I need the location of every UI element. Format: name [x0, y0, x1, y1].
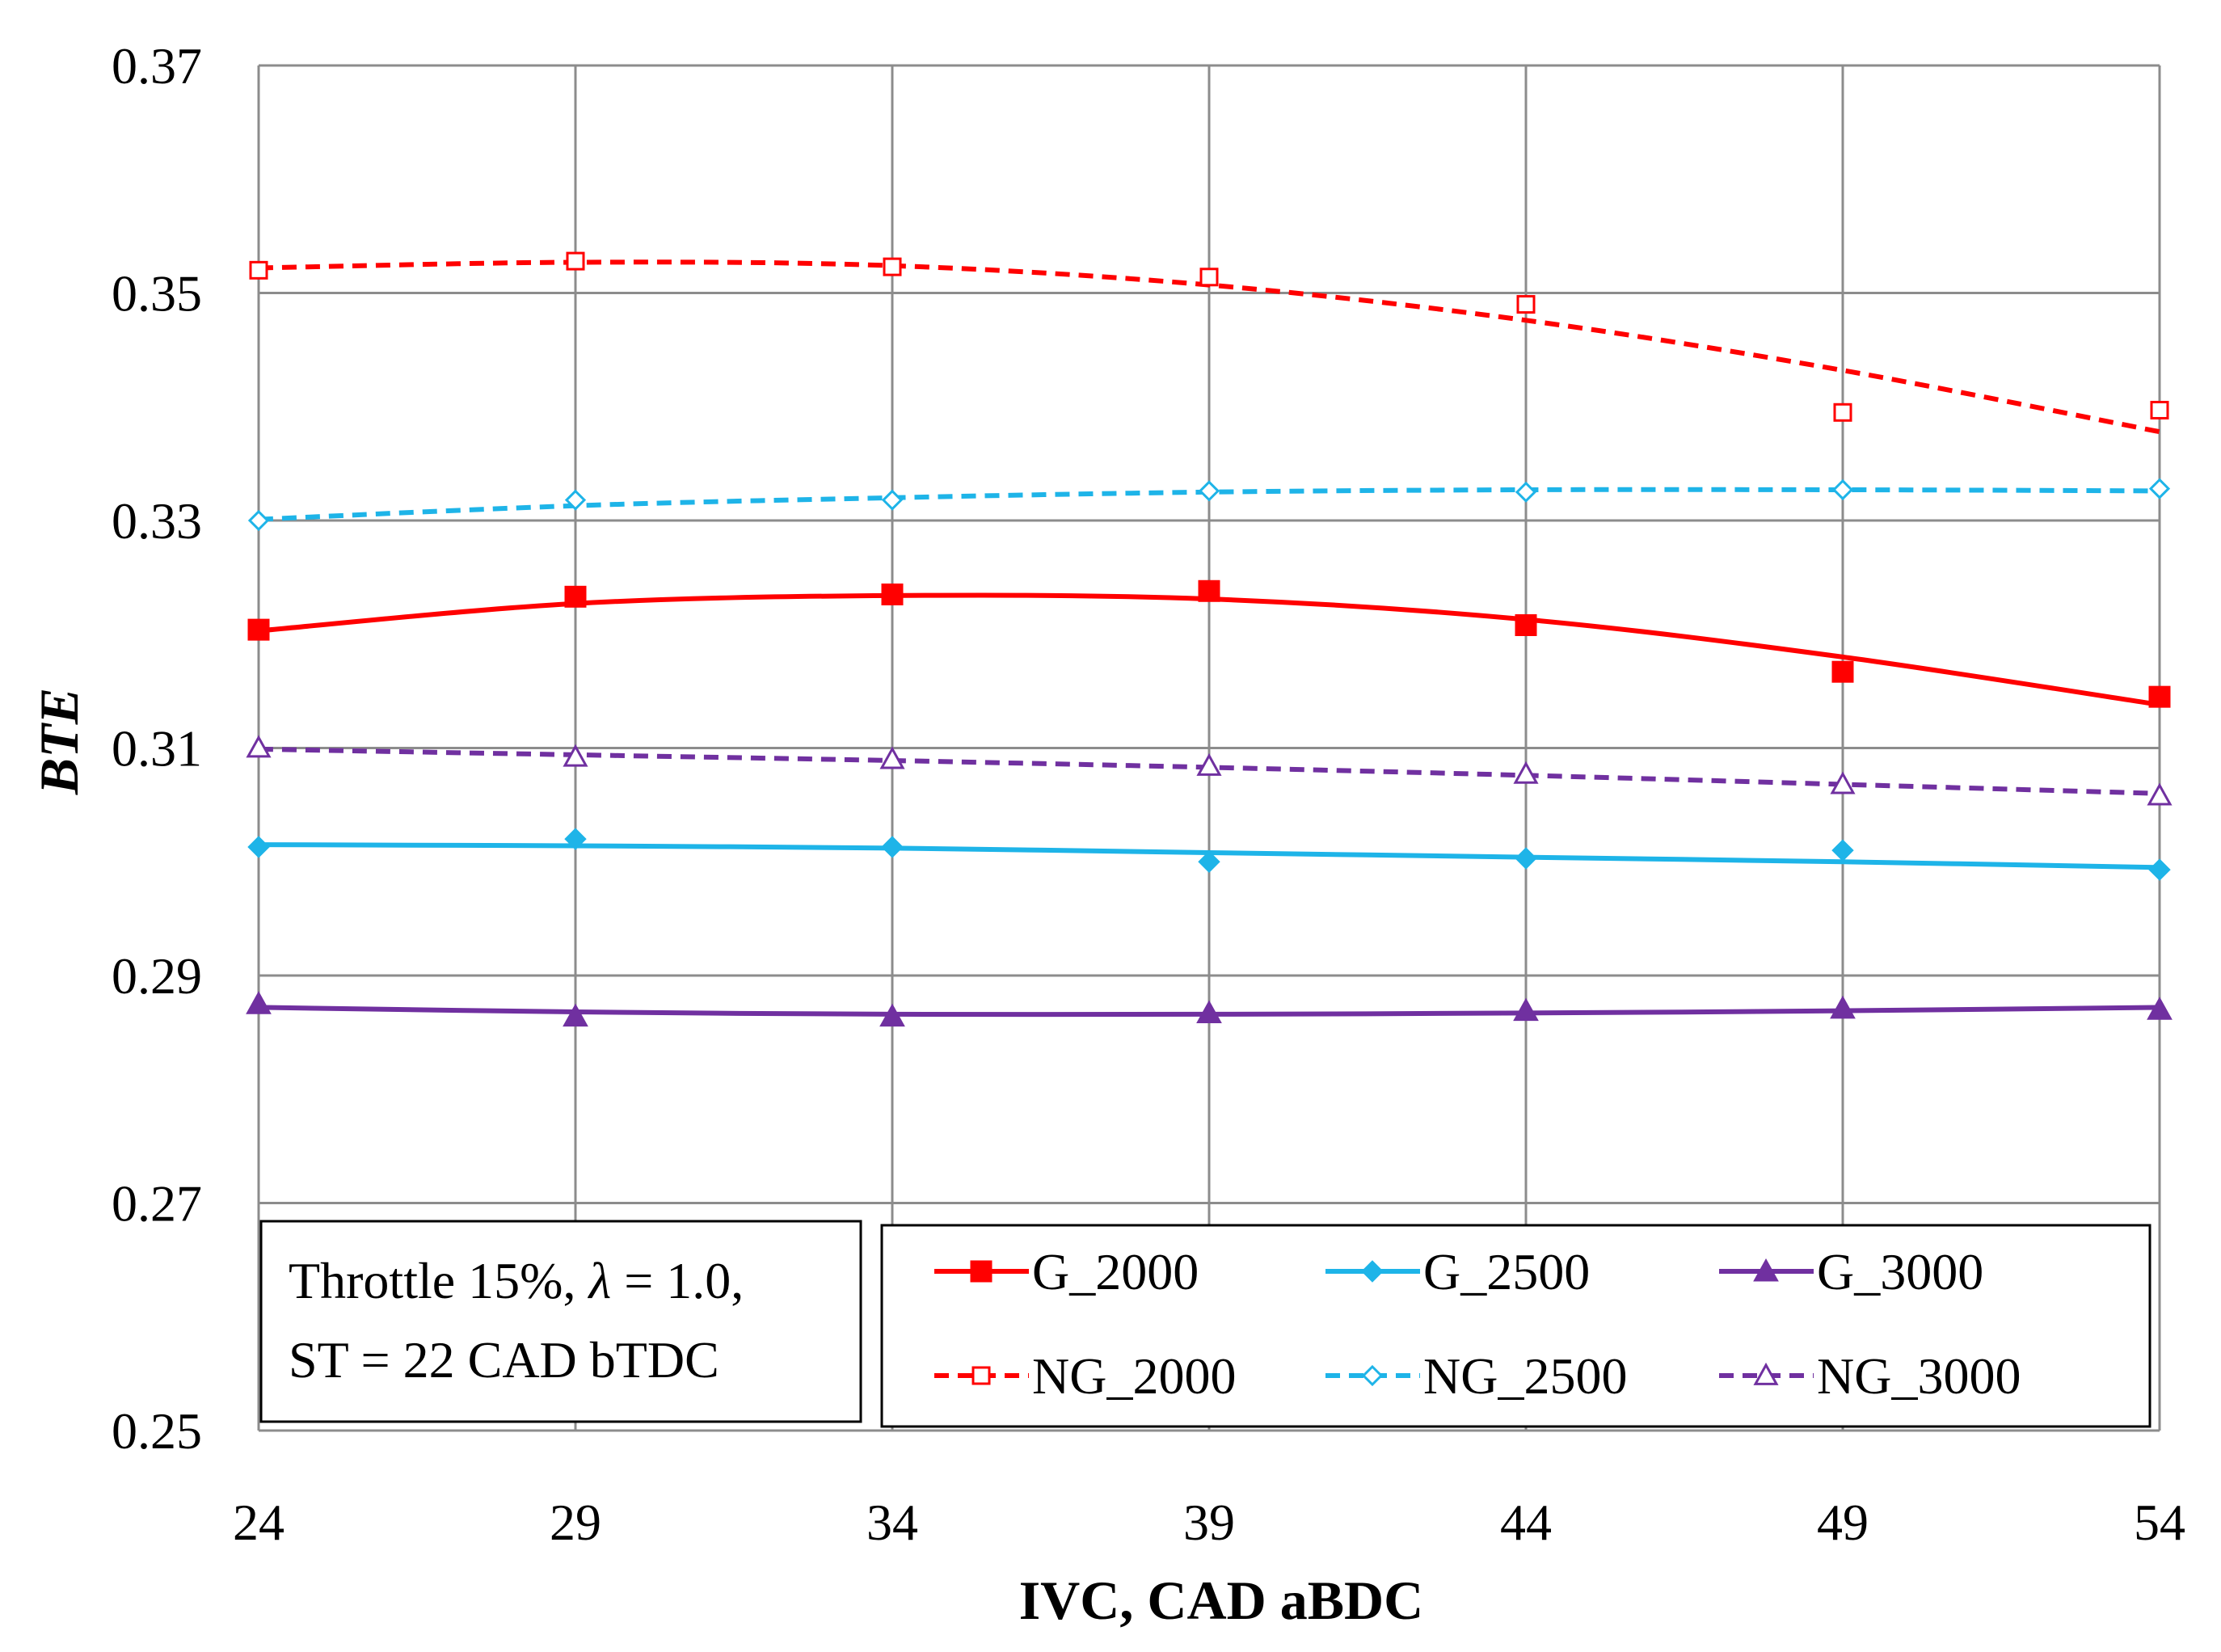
- annotation-line-2: ST = 22 CAD bTDC: [289, 1331, 719, 1389]
- data-point-g-3000: [2147, 997, 2173, 1020]
- legend: G_2000 G_2500 G_3000 NG_2000 NG_2500 NG_3000: [880, 1224, 2151, 1428]
- legend-marker-g-2500: [1361, 1260, 1384, 1283]
- data-point-g-3000: [1196, 1000, 1222, 1023]
- data-point-ng-3000: [1830, 771, 1856, 794]
- data-point-ng-2000: [1516, 295, 1536, 314]
- legend-marker-ng-3000: [1753, 1362, 1779, 1385]
- legend-item-g-2500: G_2500: [1325, 1243, 1590, 1300]
- data-point-g-2000: [881, 583, 904, 605]
- legend-item-ng-2000: NG_2000: [934, 1347, 1236, 1405]
- x-tick-label: 49: [1817, 1494, 1869, 1551]
- legend-marker-g-3000: [1753, 1258, 1779, 1282]
- annotation-box: Throttle 15%, λ = 1.0, ST = 22 CAD bTDC: [259, 1220, 862, 1423]
- y-tick-label: 0.33: [112, 492, 202, 550]
- y-tick-label: 0.31: [112, 720, 202, 778]
- data-point-g-3000: [563, 1003, 588, 1027]
- data-point-ng-2500: [2148, 478, 2171, 499]
- data-point-g-2500: [2148, 858, 2171, 881]
- annotation-frame: [259, 1220, 862, 1423]
- x-tick-label: 44: [1500, 1494, 1552, 1551]
- x-tick-label: 39: [1183, 1494, 1235, 1551]
- data-point-g-3000: [1513, 997, 1539, 1022]
- legend-item-g-2000: G_2000: [934, 1243, 1199, 1300]
- legend-label-ng-2500: NG_2500: [1423, 1347, 1627, 1405]
- data-point-ng-3000: [1513, 761, 1539, 784]
- legend-label-g-2000: G_2000: [1032, 1243, 1199, 1300]
- legend-item-ng-2500: NG_2500: [1325, 1347, 1627, 1405]
- data-point-ng-3000: [2147, 782, 2173, 806]
- series-ng-2000: [249, 251, 2169, 435]
- y-tick-label: 0.27: [112, 1175, 202, 1233]
- legend-frame: [880, 1224, 2151, 1428]
- data-point-g-2000: [247, 618, 270, 641]
- y-tick-label: 0.25: [112, 1402, 202, 1460]
- data-point-g-3000: [1830, 995, 1856, 1019]
- series-g-3000: [246, 991, 2173, 1027]
- y-tick-label: 0.37: [112, 37, 202, 95]
- y-tick-label: 0.35: [112, 265, 202, 322]
- legend-marker-ng-2500: [1361, 1364, 1384, 1387]
- data-point-g-2500: [881, 836, 904, 858]
- series-g-2500: [247, 828, 2171, 881]
- x-tick-label: 34: [866, 1494, 918, 1551]
- data-point-ng-2500: [1198, 480, 1220, 502]
- data-point-ng-2500: [247, 509, 270, 532]
- data-point-g-2500: [1515, 847, 1537, 870]
- data-point-ng-2500: [564, 489, 587, 511]
- x-axis-title: IVC, CAD aBDC: [1019, 1570, 1424, 1631]
- legend-items: G_2000 G_2500 G_3000 NG_2000 NG_2500 NG_3000: [934, 1243, 2021, 1405]
- series-layer: [246, 251, 2173, 1027]
- data-point-ng-2000: [566, 251, 585, 271]
- data-point-g-3000: [879, 1003, 905, 1027]
- legend-item-ng-3000: NG_3000: [1719, 1347, 2021, 1405]
- x-axis-ticks: 24 29 34 39 44 49 54: [233, 1494, 2185, 1551]
- data-point-ng-2000: [883, 257, 902, 276]
- data-point-g-2500: [1831, 839, 1854, 862]
- grid: [257, 64, 2161, 1432]
- data-point-g-2000: [564, 585, 587, 608]
- y-axis-title: BTE: [28, 688, 90, 795]
- y-axis-ticks: 0.25 0.27 0.29 0.31 0.33 0.35 0.37: [112, 37, 202, 1460]
- x-tick-label: 24: [233, 1494, 284, 1551]
- x-tick-label: 54: [2134, 1494, 2185, 1551]
- data-point-g-2500: [247, 836, 270, 858]
- annotation-line-1: Throttle 15%, λ = 1.0,: [289, 1252, 744, 1309]
- data-point-g-2500: [564, 828, 587, 850]
- data-point-ng-3000: [246, 735, 272, 758]
- legend-label-ng-2000: NG_2000: [1032, 1347, 1236, 1405]
- data-point-ng-2000: [2150, 400, 2169, 419]
- data-point-g-2500: [1198, 850, 1220, 873]
- data-point-g-3000: [246, 991, 272, 1014]
- data-point-ng-3000: [879, 746, 905, 769]
- legend-marker-ng-2000: [971, 1366, 991, 1385]
- series-ng-2500: [247, 478, 2171, 532]
- data-point-g-2000: [1831, 660, 1854, 683]
- data-point-ng-2000: [249, 260, 268, 280]
- legend-marker-g-2000: [970, 1260, 992, 1283]
- series-ng-3000: [246, 735, 2173, 806]
- legend-item-g-3000: G_3000: [1719, 1243, 1983, 1300]
- data-point-g-2000: [2148, 685, 2171, 708]
- legend-label-g-2500: G_2500: [1423, 1243, 1590, 1300]
- legend-label-g-3000: G_3000: [1817, 1243, 1983, 1300]
- data-point-ng-2000: [1199, 268, 1219, 287]
- data-point-ng-2000: [1833, 402, 1852, 422]
- legend-label-ng-3000: NG_3000: [1817, 1347, 2021, 1405]
- data-point-g-2000: [1198, 579, 1220, 602]
- data-point-g-2000: [1515, 613, 1537, 636]
- data-point-ng-3000: [1196, 752, 1222, 776]
- data-point-ng-2500: [1515, 481, 1537, 503]
- data-point-ng-3000: [563, 744, 588, 767]
- series-g-2000: [247, 579, 2171, 708]
- y-tick-label: 0.29: [112, 947, 202, 1005]
- x-tick-label: 29: [550, 1494, 601, 1551]
- data-point-ng-2500: [881, 489, 904, 511]
- data-point-ng-2500: [1831, 478, 1854, 501]
